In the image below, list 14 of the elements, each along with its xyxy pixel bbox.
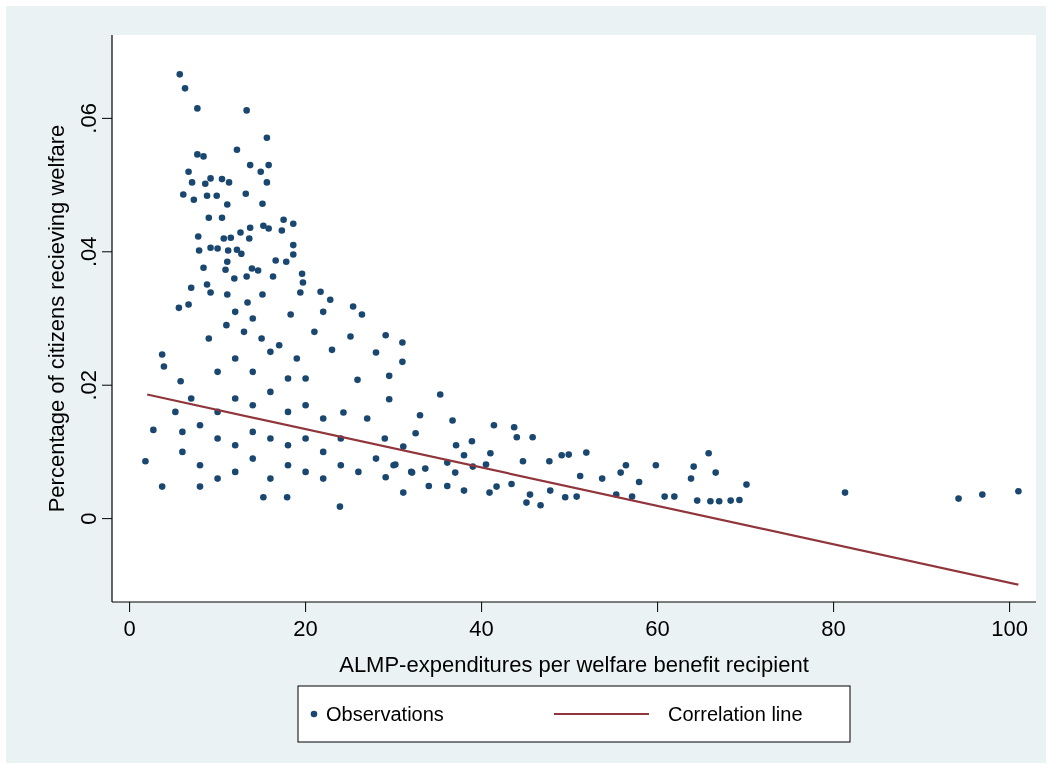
x-axis-title: ALMP-expenditures per welfare benefit recipient [339, 652, 809, 677]
y-tick-label: .06 [76, 103, 101, 134]
x-tick-label: 20 [293, 616, 318, 641]
x-tick-label: 40 [469, 616, 494, 641]
legend-label: Observations [326, 703, 444, 725]
x-tick-label: 0 [123, 616, 136, 641]
y-tick-label: .02 [76, 369, 101, 401]
x-tick-label: 80 [821, 616, 846, 641]
x-tick-label: 100 [991, 616, 1028, 641]
legend-label: Correlation line [668, 703, 803, 725]
y-axis-title: Percentage of citizens recieving welfare [44, 124, 69, 513]
y-tick-label: 0 [76, 512, 101, 525]
y-tick-label: .04 [76, 236, 101, 268]
x-tick-label: 60 [645, 616, 670, 641]
